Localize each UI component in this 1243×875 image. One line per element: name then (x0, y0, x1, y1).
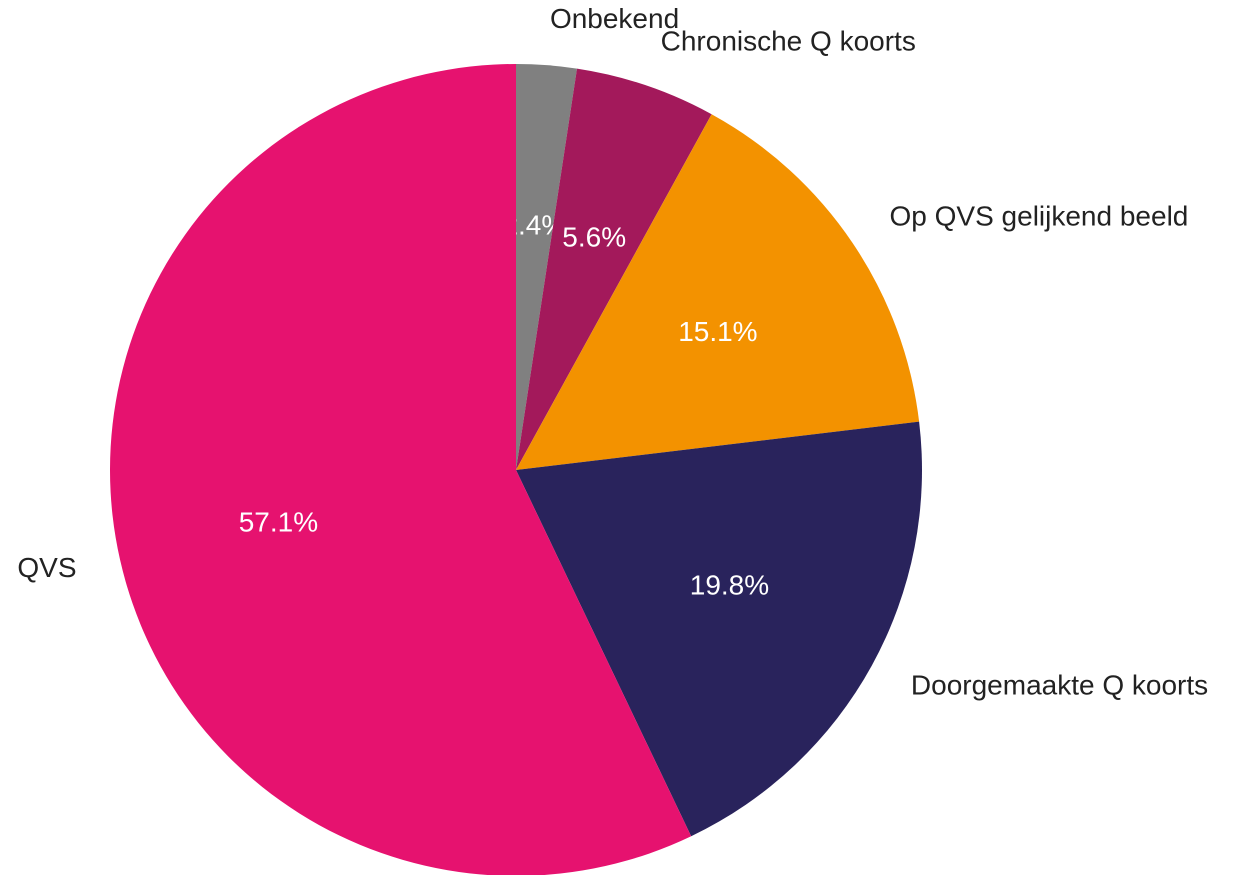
value-label: 57.1% (239, 506, 318, 537)
value-label: 19.8% (690, 570, 769, 601)
slice-label: Op QVS gelijkend beeld (890, 200, 1189, 231)
pie-slice (516, 421, 922, 837)
slice-label: Doorgemaakte Q koorts (911, 669, 1208, 700)
value-label: 5.6% (562, 222, 626, 253)
pie-slice (516, 64, 577, 470)
pie-slice (110, 64, 692, 875)
value-label: 15.1% (678, 316, 757, 347)
slice-label: QVS (17, 552, 76, 583)
pie-slice (516, 68, 712, 470)
slice-label: Chronische Q koorts (661, 26, 916, 57)
slice-label: Onbekend (550, 3, 679, 34)
pie-slice (516, 114, 920, 471)
